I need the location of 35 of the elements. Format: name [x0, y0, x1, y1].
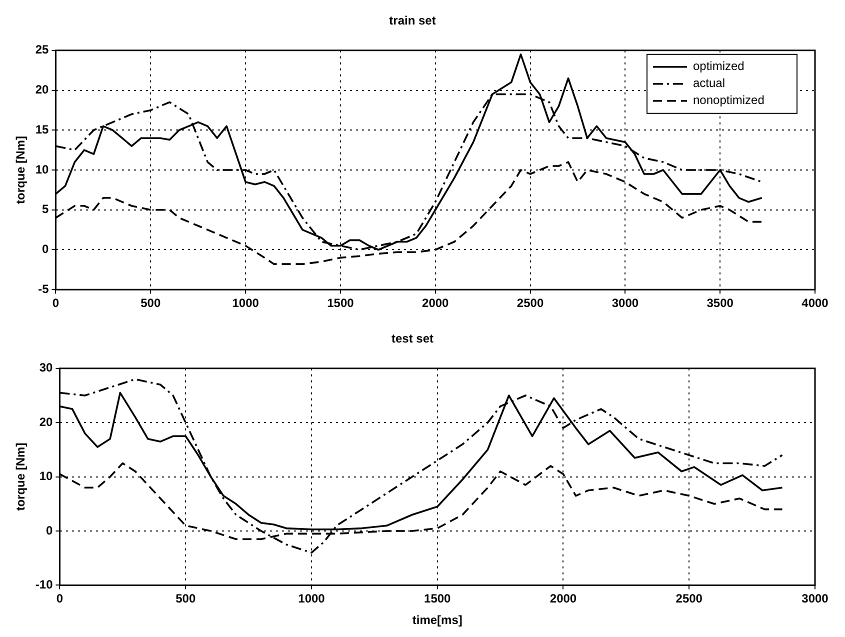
chart-title: train set: [389, 14, 436, 28]
y-tick-label: 0: [46, 523, 54, 538]
y-axis-title: torque [Nm]: [14, 442, 28, 511]
y-tick-label: 20: [39, 414, 54, 429]
x-tick-label: 3500: [706, 296, 734, 310]
x-tick-label: 4000: [802, 296, 829, 310]
x-tick-label: 1000: [232, 296, 260, 310]
legend-label: actual: [693, 76, 726, 90]
x-tick-label: 2000: [422, 296, 450, 310]
x-axis-title: time[ms]: [412, 613, 462, 628]
y-tick-label: 10: [39, 469, 54, 484]
y-tick-label: 10: [35, 162, 50, 176]
x-tick-label: 1000: [298, 592, 326, 606]
x-tick-label: 3000: [612, 296, 639, 310]
y-tick-label: 0: [42, 242, 50, 256]
y-tick-label: 25: [35, 42, 50, 57]
x-tick-label: 1500: [424, 592, 452, 606]
x-tick-label: 500: [176, 592, 196, 606]
y-tick-label: 30: [39, 360, 54, 375]
x-tick-label: 2500: [516, 296, 544, 310]
x-tick-label: 2500: [676, 592, 703, 606]
x-tick-label: 1500: [327, 296, 354, 310]
x-tick-label: 500: [140, 296, 161, 310]
y-tick-label: 20: [35, 82, 50, 97]
y-tick-label: -10: [35, 578, 54, 592]
legend-label: nonoptimized: [693, 93, 764, 108]
x-tick-label: 2000: [550, 592, 577, 606]
legend-label: optimized: [693, 59, 744, 74]
y-tick-label: 5: [42, 202, 50, 216]
y-axis-title: torque [Nm]: [14, 136, 28, 204]
y-tick-label: -5: [38, 282, 50, 296]
y-tick-label: 15: [35, 122, 50, 136]
x-tick-label: 3000: [802, 592, 829, 606]
chart-title: test set: [391, 332, 434, 346]
x-tick-label: 0: [56, 592, 64, 606]
